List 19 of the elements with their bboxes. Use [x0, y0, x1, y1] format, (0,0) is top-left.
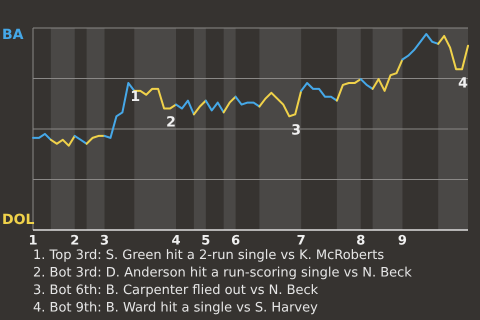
- x-tick-label: 7: [296, 234, 306, 249]
- text: 4. Bot 9th: B. Ward hit a single vs S. Harvey: [33, 300, 318, 316]
- x-tick-label: 1: [28, 234, 38, 249]
- text: DOL: [2, 212, 35, 228]
- x-tick-label: 3: [100, 234, 110, 249]
- text: BA: [2, 27, 24, 43]
- annotation: 2: [166, 114, 176, 130]
- x-tick-label: 5: [201, 234, 210, 249]
- x-tick-label: 6: [231, 234, 240, 249]
- text: 2. Bot 3rd: D. Anderson hit a run-scoring single vs N. Beck: [33, 266, 412, 280]
- x-tick-label: 8: [356, 234, 366, 249]
- annotation: 1: [130, 89, 140, 105]
- x-tick-label: 9: [398, 234, 407, 249]
- text: 3. Bot 6th: B. Carpenter flied out vs N. Beck: [33, 283, 319, 298]
- x-tick-label: 4: [171, 234, 181, 249]
- text: 1. Top 3rd: S. Green hit a 2-run single vs K. McRoberts: [33, 248, 384, 263]
- annotation: 3: [291, 122, 301, 138]
- annotation: 4: [458, 75, 468, 92]
- x-tick-label: 2: [70, 234, 80, 249]
